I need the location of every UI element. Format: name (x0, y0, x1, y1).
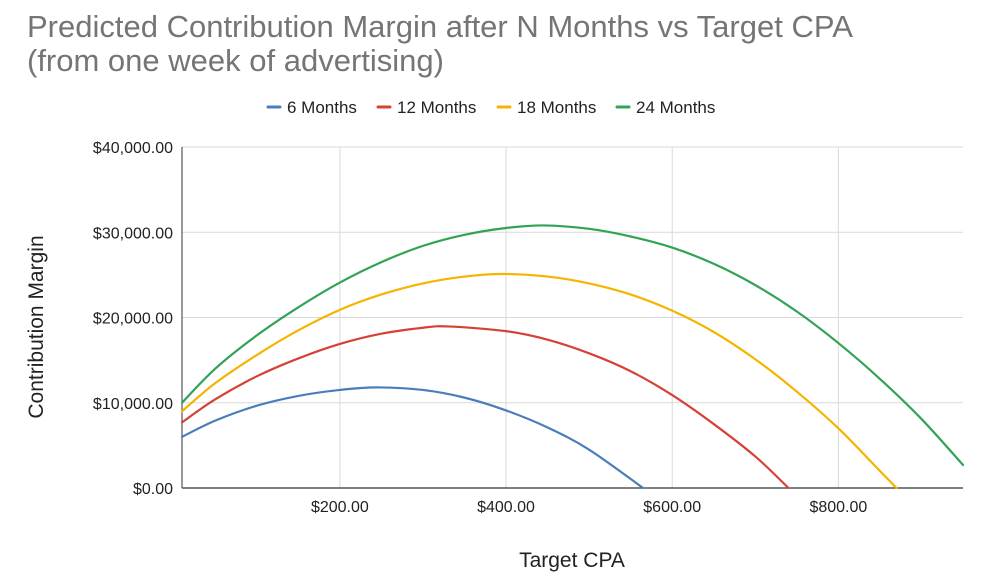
chart-title-line-2: (from one week of advertising) (27, 43, 444, 78)
series-lines (180, 224, 965, 490)
series-line-1 (180, 386, 645, 490)
legend-label: 12 Months (397, 98, 476, 117)
y-tick-label: $40,000.00 (93, 140, 173, 157)
x-tick-label: $200.00 (311, 499, 369, 516)
legend-label: 24 Months (636, 98, 715, 117)
legend: 6 Months 12 Months 18 Months 24 Months (266, 98, 715, 117)
y-tick-label: $20,000.00 (93, 311, 173, 328)
y-tick-label: $10,000.00 (93, 396, 173, 413)
legend-label: 6 Months (287, 98, 357, 117)
chart-title-line-1: Predicted Contribution Margin after N Mo… (27, 9, 853, 44)
series-line-2 (180, 325, 790, 490)
x-tick-label: $600.00 (643, 499, 701, 516)
x-tick-label: $800.00 (809, 499, 867, 516)
series-line-4 (180, 224, 965, 467)
y-axis-label: Contribution Margin (25, 235, 48, 418)
axes (181, 147, 963, 489)
legend-label: 18 Months (517, 98, 596, 117)
y-tick-label: $0.00 (133, 481, 173, 498)
y-tick-labels: $0.00 $10,000.00 $20,000.00 $30,000.00 $40,0… (93, 140, 173, 498)
y-tick-label: $30,000.00 (93, 225, 173, 242)
x-tick-label: $400.00 (477, 499, 535, 516)
grid-lines (182, 146, 963, 488)
x-tick-labels: $200.00 $400.00 $600.00 $800.00 (311, 499, 867, 516)
series-line-3 (180, 272, 898, 490)
x-axis-label: Target CPA (519, 549, 625, 572)
chart-title: Predicted Contribution Margin after N Mo… (27, 10, 987, 78)
